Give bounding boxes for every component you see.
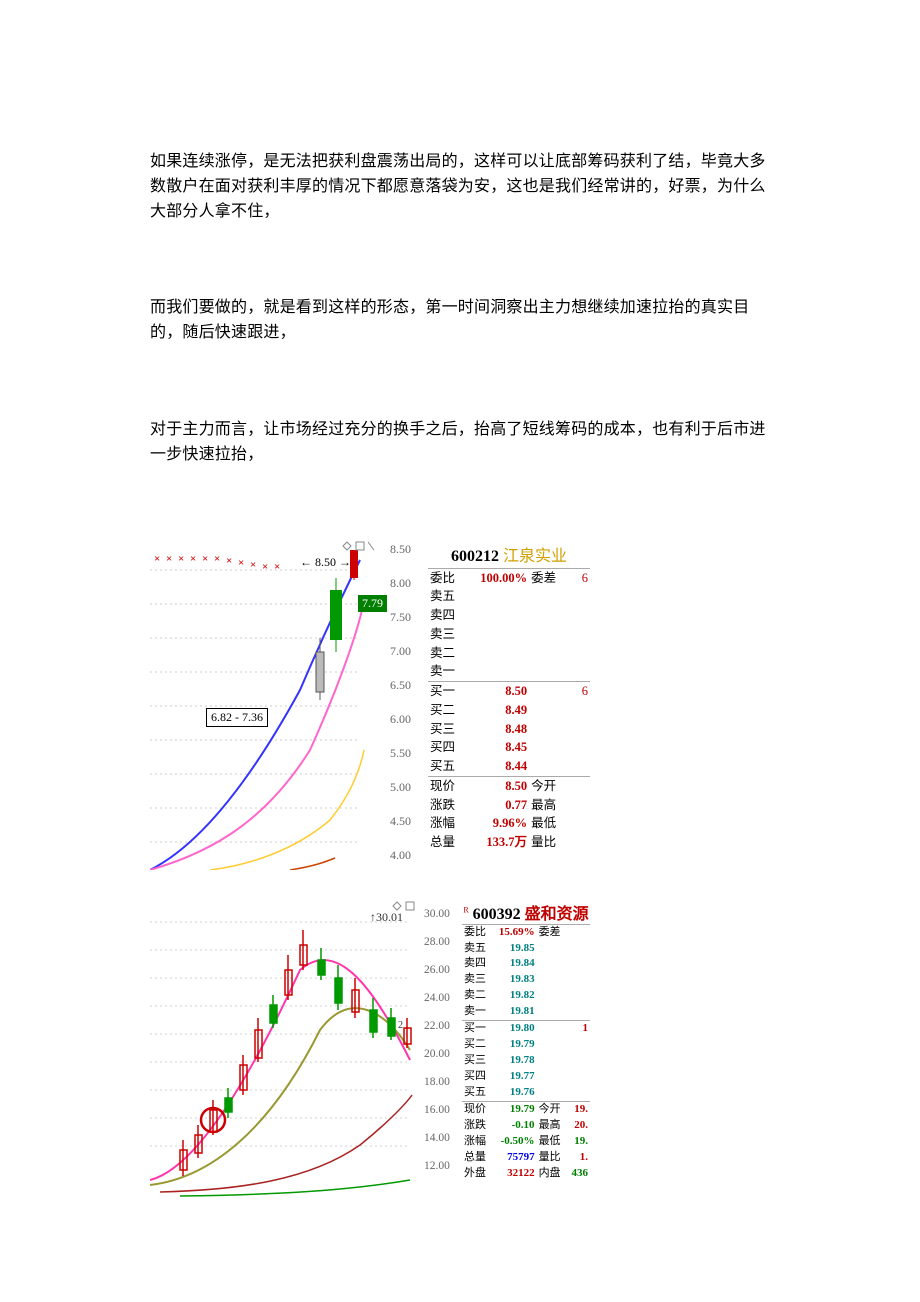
stock1-quote-table: 600212 江泉实业 委比100.00%委差6卖五卖四卖三卖二卖一买一8.50…: [428, 540, 590, 870]
svg-text:×: ×: [214, 553, 220, 565]
svg-text:×: ×: [250, 559, 256, 571]
y-tick: 12.00: [424, 1160, 450, 1172]
stock1-price-label-top: ← 8.50 →: [300, 555, 351, 570]
stock1-range-box: 6.82 - 7.36: [206, 708, 268, 727]
svg-text:×: ×: [262, 561, 268, 573]
y-tick: 30.00: [424, 908, 450, 920]
y-tick: 4.50: [390, 814, 411, 829]
stock2-chart-svg: 2: [150, 900, 422, 1200]
y-tick: 5.50: [390, 746, 411, 761]
y-tick: 8.50: [390, 542, 411, 557]
svg-text:×: ×: [274, 561, 280, 573]
stock1-chart-svg: × × × × × × × × × × ×: [150, 540, 386, 870]
y-tick: 20.00: [424, 1048, 450, 1060]
svg-text:×: ×: [166, 553, 172, 565]
paragraph-1: 如果连续涨停，是无法把获利盘震荡出局的，这样可以让底部筹码获利了结，毕竟大多数散…: [150, 150, 770, 224]
stock-panel-1: × × × × × × × × × × ×: [150, 540, 590, 870]
y-tick: 26.00: [424, 964, 450, 976]
stock2-chart: 2 ↑30.01: [150, 900, 422, 1200]
stock2-y-axis: 30.00 28.00 26.00 24.00 22.00 20.00 18.00 16.00…: [422, 900, 460, 1200]
y-tick: 18.00: [424, 1076, 450, 1088]
stock2-code-prefix: R: [463, 905, 468, 914]
svg-text:×: ×: [154, 553, 160, 565]
y-tick: 22.00: [424, 1020, 450, 1032]
svg-text:×: ×: [178, 553, 184, 565]
paragraph-3: 对于主力而言，让市场经过充分的换手之后，抬高了短线筹码的成本，也有利于后市进一步…: [150, 418, 770, 468]
stock1-chart: × × × × × × × × × × ×: [150, 540, 386, 870]
stock1-current-price-tag: 7.79: [358, 595, 387, 612]
svg-text:×: ×: [226, 555, 232, 567]
y-tick: 6.50: [390, 678, 411, 693]
stock2-name: 盛和资源: [525, 906, 589, 923]
svg-text:2: 2: [398, 1020, 403, 1031]
y-tick: 14.00: [424, 1132, 450, 1144]
stock-panel-2: 2 ↑30.01 30.00 28.00 26.00 24.00 22.00 20.00 1…: [150, 900, 590, 1200]
y-tick: 28.00: [424, 936, 450, 948]
stock1-y-axis: 8.50 8.00 7.50 7.00 6.50 6.00 5.50 5.00 4.50 4.00: [386, 540, 426, 870]
paragraph-2: 而我们要做的，就是看到这样的形态，第一时间洞察出主力想继续加速拉抬的真实目的，随…: [150, 296, 770, 346]
y-tick: 7.50: [390, 610, 411, 625]
stock1-code: 600212: [451, 548, 499, 565]
svg-text:×: ×: [190, 553, 196, 565]
y-tick: 7.00: [390, 644, 411, 659]
stock2-quote-table: R 600392 盛和资源 委比15.69%委差卖五19.85卖四19.84卖三…: [462, 900, 590, 1200]
stock2-code: 600392: [473, 906, 521, 923]
y-tick: 24.00: [424, 992, 450, 1004]
svg-text:×: ×: [202, 553, 208, 565]
stock1-name: 江泉实业: [503, 548, 567, 565]
y-tick: 8.00: [390, 576, 411, 591]
y-tick: 4.00: [390, 848, 411, 863]
stock2-price-label-top: ↑30.01: [370, 910, 403, 925]
y-tick: 16.00: [424, 1104, 450, 1116]
svg-text:×: ×: [238, 557, 244, 569]
y-tick: 6.00: [390, 712, 411, 727]
y-tick: 5.00: [390, 780, 411, 795]
